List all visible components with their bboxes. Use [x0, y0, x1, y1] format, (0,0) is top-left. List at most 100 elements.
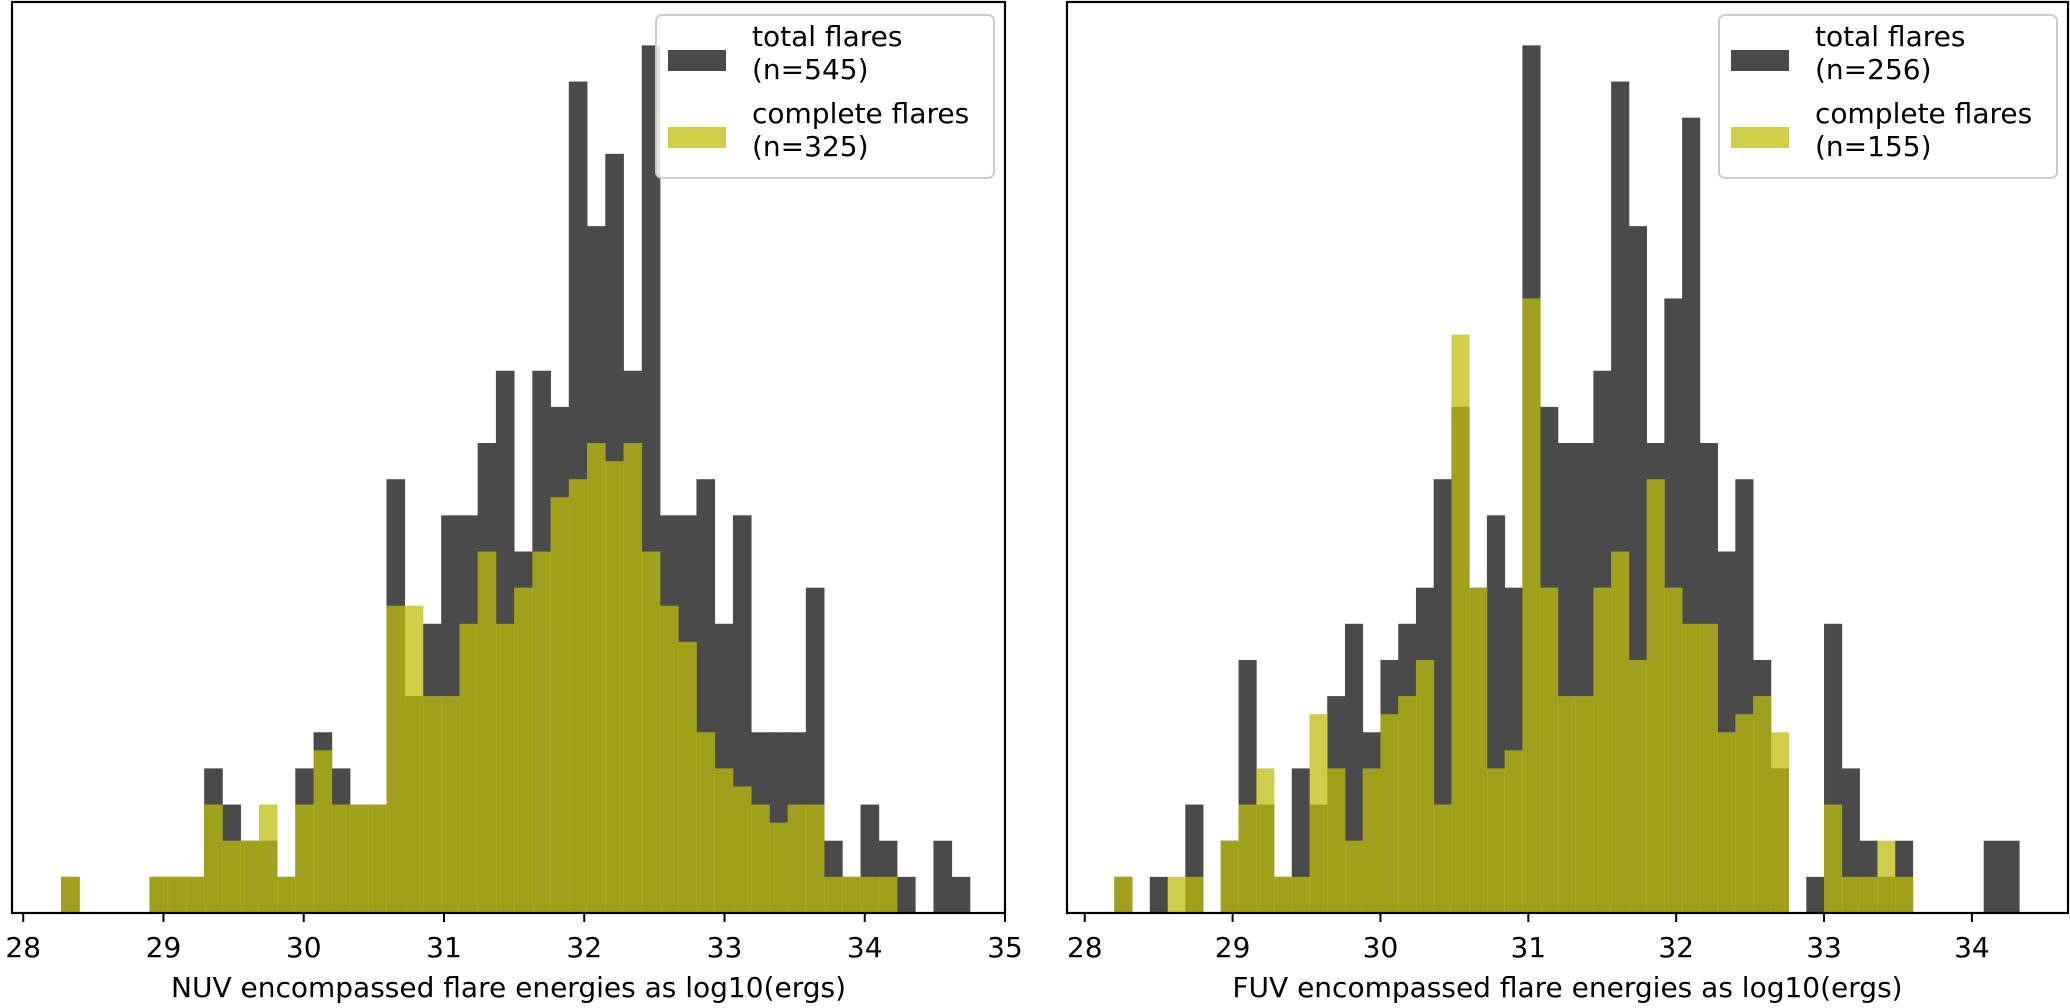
fuv-total-bar — [1806, 876, 1825, 913]
fuv-x-tick-label: 28 — [1067, 931, 1103, 964]
fuv-total-bar — [1344, 623, 1364, 913]
nuv-complete-bar — [623, 443, 643, 913]
fuv-x-tick-label: 30 — [1363, 931, 1399, 964]
fuv-complete-bar — [1540, 587, 1559, 913]
nuv-legend-count: (n=325) — [752, 130, 869, 163]
nuv-x-tick-label: 34 — [847, 931, 883, 964]
nuv-complete-bar — [587, 443, 606, 913]
nuv-complete-bar — [678, 641, 697, 913]
fuv-complete-series — [1114, 298, 1914, 914]
fuv-complete-bar — [1557, 696, 1577, 913]
nuv-complete-bar — [404, 605, 424, 913]
nuv-complete-bar — [878, 876, 898, 913]
nuv-total-bar — [951, 876, 971, 913]
nuv-complete-bar — [641, 551, 661, 913]
fuv-complete-bar — [1344, 840, 1364, 913]
fuv-legend-swatch — [1731, 50, 1789, 71]
fuv-complete-bar — [1327, 768, 1346, 913]
fuv-legend-swatch — [1731, 127, 1789, 148]
nuv-complete-bar — [805, 804, 825, 913]
nuv-x-tick-label: 33 — [707, 931, 743, 964]
nuv-complete-bar — [495, 623, 515, 913]
fuv-complete-bar — [1770, 732, 1789, 913]
nuv-complete-series — [61, 443, 898, 913]
fuv-histogram-panel: 28 29 30 31 32 33 34 FUV encompassed flare ener… — [1065, 0, 2070, 1004]
fuv-complete-bar — [1735, 714, 1754, 913]
fuv-total-bar — [1433, 479, 1452, 913]
fuv-legend-box — [1718, 14, 2058, 179]
nuv-complete-bar — [568, 479, 588, 913]
nuv-complete-bar — [769, 822, 788, 913]
nuv-x-tick-label: 30 — [286, 931, 322, 964]
fuv-complete-bar — [1717, 732, 1736, 913]
fuv-complete-bar — [1220, 840, 1239, 913]
nuv-legend-swatch — [668, 127, 726, 148]
nuv-complete-bar — [824, 876, 843, 913]
nuv-complete-bar — [185, 876, 205, 913]
fuv-complete-bar — [1682, 623, 1701, 913]
fuv-complete-bar — [1362, 768, 1381, 913]
nuv-x-tick-label: 35 — [987, 931, 1023, 964]
nuv-complete-bar — [204, 804, 223, 913]
nuv-x-tick-label: 32 — [566, 931, 602, 964]
nuv-x-axis-label: NUV encompassed flare energies as log10(… — [171, 971, 846, 1004]
nuv-axes-frame — [10, 0, 1007, 915]
nuv-legend-label: complete flares — [752, 97, 969, 130]
fuv-complete-bar — [1664, 587, 1683, 913]
fuv-legend-count: (n=256) — [1815, 53, 1932, 86]
fuv-complete-bar — [1469, 587, 1488, 913]
fuv-complete-bar — [1291, 876, 1310, 913]
fuv-complete-bar — [1185, 876, 1204, 913]
fuv-complete-bar — [1611, 551, 1630, 913]
nuv-complete-bar — [258, 804, 278, 913]
fuv-legend-count: (n=155) — [1815, 130, 1932, 163]
fuv-complete-bar — [1877, 840, 1896, 913]
nuv-complete-bar — [787, 804, 807, 913]
fuv-complete-bar — [1256, 768, 1275, 913]
fuv-x-tick-label: 31 — [1510, 931, 1546, 964]
fuv-legend: total flares(n=256) complete flares(n=155… — [1718, 14, 2058, 179]
nuv-complete-bar — [514, 587, 533, 913]
fuv-x-tick-label: 33 — [1806, 931, 1842, 964]
nuv-complete-bar — [751, 804, 770, 913]
fuv-complete-bar — [1114, 876, 1133, 913]
fuv-complete-bar — [1895, 876, 1914, 913]
fuv-complete-bar — [1167, 876, 1186, 913]
nuv-complete-bar — [550, 497, 570, 913]
nuv-x-axis: 28 29 30 31 32 33 34 35 — [5, 913, 1023, 964]
nuv-complete-bar — [240, 840, 260, 913]
nuv-complete-bar — [477, 551, 497, 913]
nuv-complete-bar — [842, 876, 861, 913]
nuv-total-bar — [897, 876, 916, 913]
nuv-complete-bar — [422, 696, 442, 913]
fuv-x-tick-label: 29 — [1215, 931, 1251, 964]
fuv-complete-bar — [1504, 750, 1523, 913]
nuv-complete-bar — [532, 551, 551, 913]
nuv-complete-bar — [295, 804, 314, 913]
fuv-complete-bar — [1841, 876, 1860, 913]
fuv-x-axis-label: FUV encompassed flare energies as log10(… — [1232, 971, 1902, 1004]
nuv-x-tick-label: 28 — [5, 931, 41, 964]
fuv-complete-bar — [1451, 334, 1470, 914]
nuv-total-bar — [933, 840, 953, 913]
nuv-complete-bar — [222, 840, 242, 913]
fuv-complete-bar — [1628, 659, 1647, 913]
nuv-histogram-panel: 28 29 30 31 32 33 34 35 NUV encompassed flare en… — [5, 0, 1023, 1004]
fuv-complete-bar — [1415, 659, 1435, 913]
fuv-x-axis: 28 29 30 31 32 33 34 — [1067, 913, 1990, 964]
nuv-complete-bar — [350, 804, 369, 913]
fuv-complete-bar — [1522, 298, 1541, 913]
nuv-complete-bar — [277, 876, 296, 913]
nuv-legend-count: (n=545) — [752, 53, 869, 86]
fuv-complete-bar — [1859, 876, 1878, 913]
fuv-complete-bar — [1309, 714, 1328, 913]
fuv-complete-bar — [1433, 804, 1452, 913]
fuv-total-bar — [1983, 840, 2020, 913]
fuv-total-bar — [1149, 876, 1168, 913]
fuv-complete-bar — [1646, 479, 1665, 913]
fuv-x-tick-label: 34 — [1954, 931, 1990, 964]
nuv-x-tick-label: 29 — [146, 931, 182, 964]
nuv-legend-label: total flares — [752, 20, 902, 53]
